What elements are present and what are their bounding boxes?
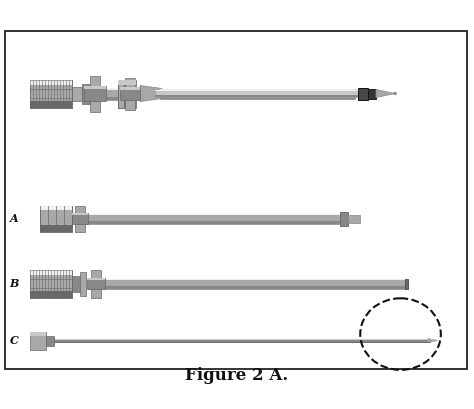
Bar bbox=[358, 88, 368, 99]
Bar bbox=[340, 211, 348, 225]
Bar bbox=[82, 83, 90, 103]
Bar bbox=[98, 88, 126, 99]
Bar bbox=[160, 88, 355, 99]
Bar bbox=[120, 87, 140, 90]
Bar bbox=[125, 77, 135, 110]
Bar bbox=[368, 88, 376, 99]
Bar bbox=[72, 213, 88, 216]
Bar bbox=[348, 214, 360, 222]
Bar bbox=[30, 79, 72, 108]
Bar bbox=[75, 213, 345, 223]
Bar bbox=[72, 213, 88, 224]
Bar bbox=[88, 286, 405, 288]
Bar bbox=[84, 86, 106, 89]
Circle shape bbox=[393, 92, 396, 95]
Text: C: C bbox=[9, 335, 18, 346]
Bar bbox=[30, 79, 72, 85]
Bar bbox=[72, 86, 82, 101]
Bar bbox=[90, 76, 100, 112]
Bar bbox=[84, 86, 106, 101]
Bar bbox=[75, 221, 345, 223]
Bar bbox=[160, 96, 355, 99]
Bar bbox=[98, 88, 126, 90]
Bar bbox=[40, 225, 72, 231]
Bar bbox=[30, 101, 72, 108]
Bar bbox=[405, 279, 408, 288]
Bar bbox=[155, 90, 370, 91]
Bar bbox=[118, 79, 136, 85]
Polygon shape bbox=[140, 85, 162, 101]
Bar bbox=[30, 290, 72, 297]
Bar bbox=[160, 88, 355, 90]
Bar bbox=[80, 272, 86, 295]
Bar bbox=[120, 87, 140, 100]
Polygon shape bbox=[376, 90, 395, 97]
Bar bbox=[118, 79, 124, 108]
Bar bbox=[46, 335, 54, 346]
Bar bbox=[30, 270, 72, 297]
Bar bbox=[40, 205, 72, 210]
Polygon shape bbox=[428, 339, 438, 342]
Bar bbox=[88, 279, 405, 280]
Bar bbox=[72, 276, 80, 292]
Bar bbox=[91, 270, 101, 297]
Text: A: A bbox=[9, 213, 18, 224]
Bar bbox=[155, 95, 370, 97]
Bar bbox=[88, 279, 405, 288]
Bar bbox=[75, 213, 345, 215]
Bar bbox=[30, 332, 46, 335]
Text: Figure 2 A.: Figure 2 A. bbox=[185, 367, 289, 384]
Bar bbox=[40, 205, 72, 231]
Bar bbox=[98, 97, 126, 99]
Bar bbox=[87, 278, 105, 280]
Bar bbox=[75, 205, 85, 231]
Bar bbox=[87, 278, 105, 289]
Bar bbox=[30, 270, 72, 274]
Bar bbox=[30, 332, 46, 350]
Bar bbox=[155, 90, 370, 97]
Text: B: B bbox=[9, 278, 18, 289]
Bar bbox=[118, 79, 136, 108]
